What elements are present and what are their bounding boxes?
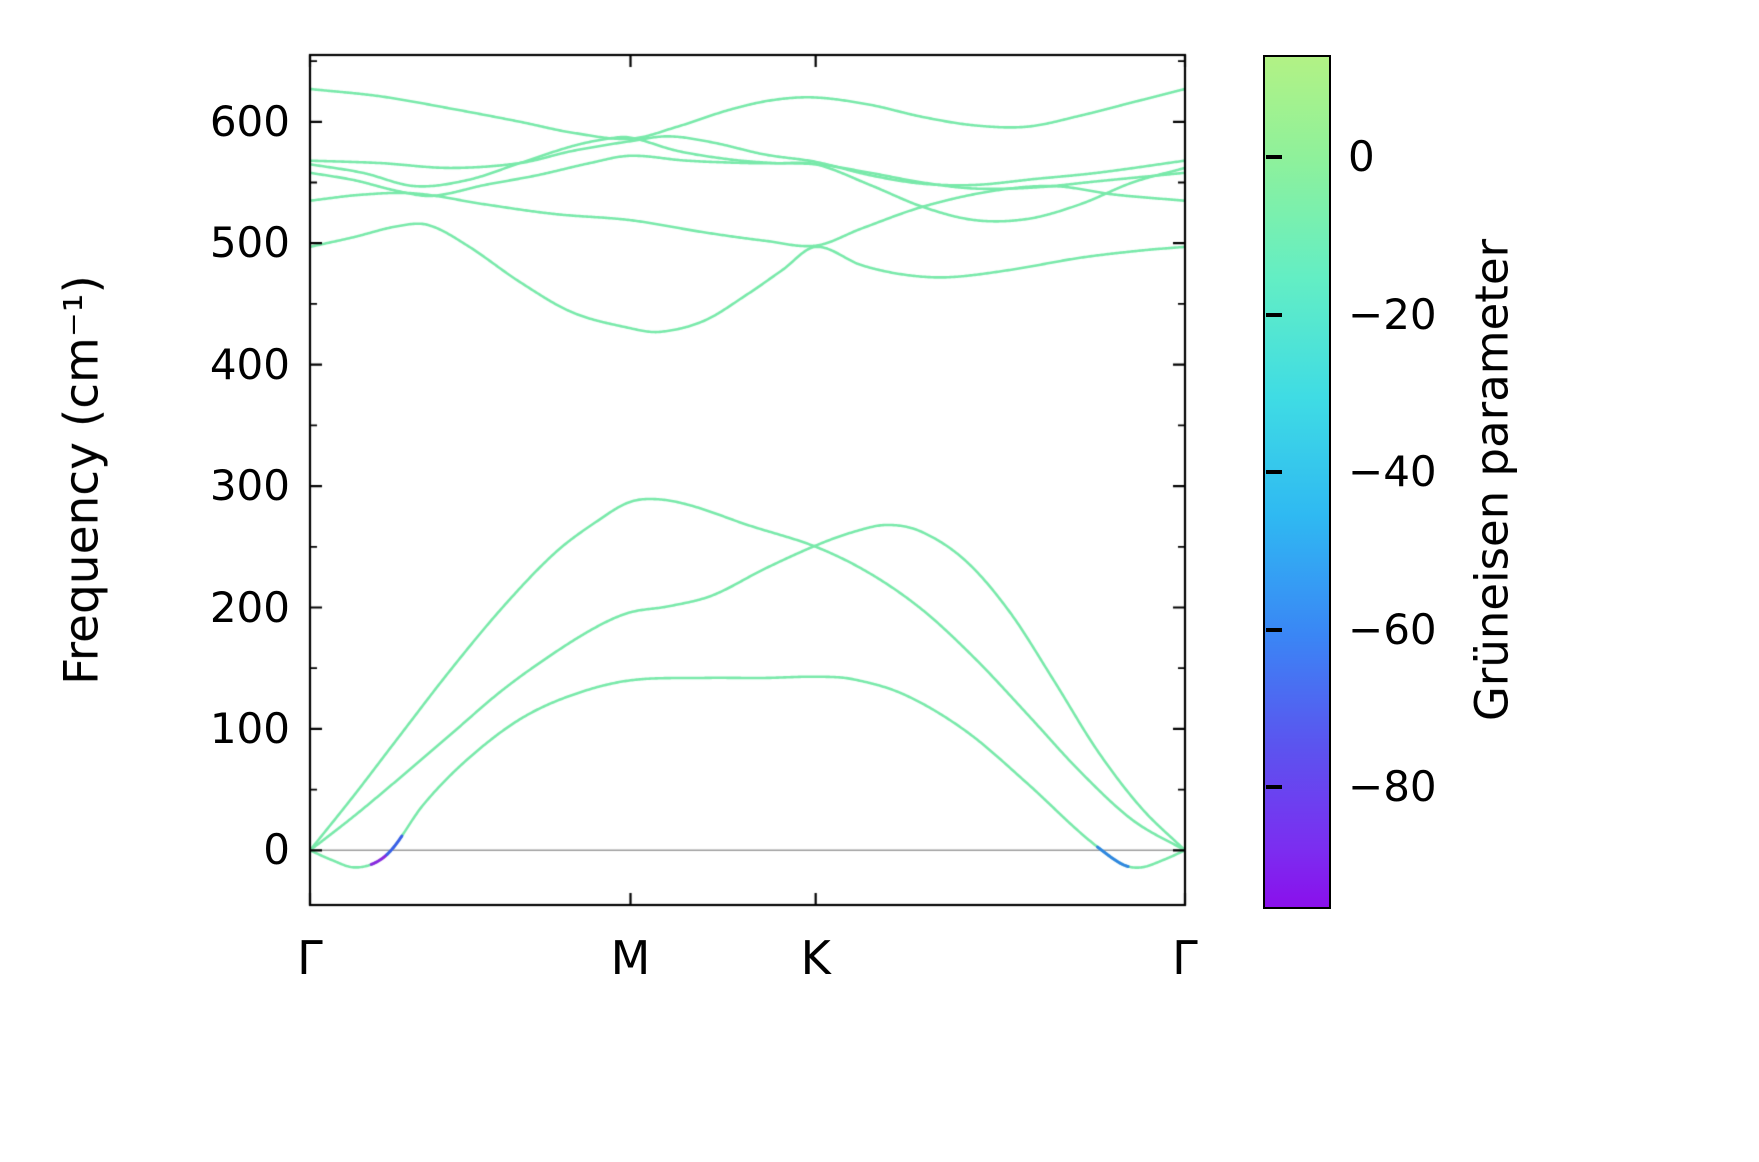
colorbar-tick-mark	[1266, 627, 1282, 632]
y-tick-label: 600	[209, 96, 290, 146]
y-tick-label: 500	[209, 218, 290, 268]
colorbar-label: Grüneisen parameter	[1465, 238, 1519, 722]
y-tick-label: 100	[209, 703, 290, 753]
y-axis-label: Frequency (cm⁻¹)	[54, 275, 110, 685]
colorbar-tick-mark	[1266, 155, 1282, 160]
y-tick-label: 400	[209, 339, 290, 389]
colorbar-tick-label: 0	[1348, 132, 1375, 182]
colorbar-gradient	[1263, 55, 1331, 909]
colorbar-tick-label: −40	[1348, 447, 1437, 497]
x-tick-label: Γ	[297, 931, 323, 985]
y-tick-label: 0	[263, 825, 290, 875]
colorbar-tick-label: −20	[1348, 289, 1437, 339]
colorbar-tick-label: −80	[1348, 761, 1437, 811]
y-tick-label: 200	[209, 582, 290, 632]
x-tick-label: K	[800, 931, 831, 985]
colorbar-tick-mark	[1266, 784, 1282, 789]
x-tick-label: Γ	[1172, 931, 1198, 985]
colorbar-tick-mark	[1266, 312, 1282, 317]
x-tick-label: M	[610, 931, 651, 985]
colorbar-tick-label: −60	[1348, 604, 1437, 654]
y-tick-label: 300	[209, 461, 290, 511]
colorbar-tick-mark	[1266, 470, 1282, 475]
